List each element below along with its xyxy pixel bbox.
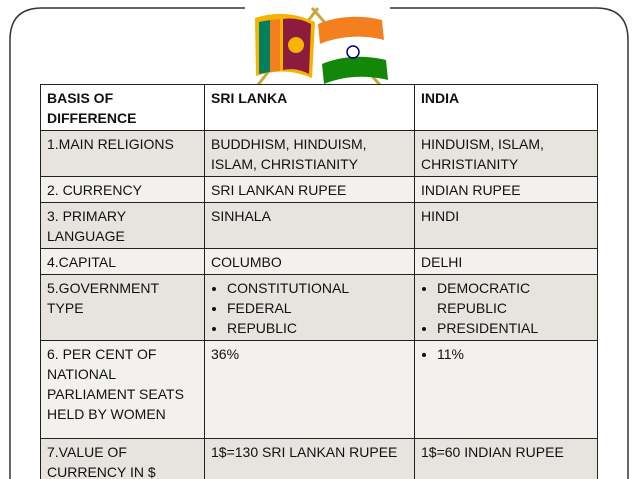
cell-text: SINHALA — [211, 208, 271, 224]
cell-text: DELHI — [421, 254, 463, 270]
table-cell: SRI LANKAN RUPEE — [204, 176, 415, 203]
table-cell: HINDUISM, ISLAM, CHRISTIANITY — [414, 130, 598, 177]
bullet-item: REPUBLIC — [227, 318, 408, 338]
header-row: BASIS OF DIFFERENCE SRI LANKA INDIA — [40, 84, 598, 131]
cell-text: 4.CAPITAL — [47, 254, 116, 270]
table-cell: 36% — [204, 340, 415, 439]
table-cell: 3. PRIMARY LANGUAGE — [40, 202, 205, 249]
cell-text: HINDUISM, ISLAM, CHRISTIANITY — [421, 136, 544, 172]
cell-text: 3. PRIMARY LANGUAGE — [47, 208, 126, 244]
header-text: SRI LANKA — [211, 90, 288, 106]
table-cell: 6. PER CENT OF NATIONAL PARLIAMENT SEATS… — [40, 340, 205, 439]
comparison-table: BASIS OF DIFFERENCE SRI LANKA INDIA 1.MAIN … — [40, 84, 598, 479]
bullet-list: CONSTITUTIONALFEDERALREPUBLIC — [211, 278, 408, 338]
table-cell: 1$=60 INDIAN RUPEE — [414, 438, 598, 479]
bullet-item: FEDERAL — [227, 298, 408, 318]
cell-text: HINDI — [421, 208, 460, 224]
table-row: 3. PRIMARY LANGUAGE SINHALA HINDI — [40, 202, 598, 249]
cell-text: BUDDHISM, HINDUISM, ISLAM, CHRISTIANITY — [211, 136, 367, 172]
header-cell: SRI LANKA — [204, 84, 415, 131]
table-cell: SINHALA — [204, 202, 415, 249]
table-row: 5.GOVERNMENT TYPE CONSTITUTIONALFEDERALRE… — [40, 274, 598, 341]
header-cell: BASIS OF DIFFERENCE — [40, 84, 205, 131]
bullet-item: CONSTITUTIONAL — [227, 278, 408, 298]
table-cell: 4.CAPITAL — [40, 248, 205, 275]
table-cell: HINDI — [414, 202, 598, 249]
table-cell: 1.MAIN RELIGIONS — [40, 130, 205, 177]
header-cell: INDIA — [414, 84, 598, 131]
table-cell: BUDDHISM, HINDUISM, ISLAM, CHRISTIANITY — [204, 130, 415, 177]
table-row: 4.CAPITAL COLUMBO DELHI — [40, 248, 598, 275]
table-cell: 11% — [414, 340, 598, 439]
table-row: 1.MAIN RELIGIONS BUDDHISM, HINDUISM, ISLA… — [40, 130, 598, 177]
table-cell: 2. CURRENCY — [40, 176, 205, 203]
bullet-list: DEMOCRATIC REPUBLICPRESIDENTIAL — [421, 278, 591, 338]
bullet-item: 11% — [437, 344, 591, 364]
table-cell: 7.VALUE OF CURRENCY IN $ — [40, 438, 205, 479]
table-cell: 5.GOVERNMENT TYPE — [40, 274, 205, 341]
cell-text: COLUMBO — [211, 254, 282, 270]
cell-text: SRI LANKAN RUPEE — [211, 182, 347, 198]
table-cell: DEMOCRATIC REPUBLICPRESIDENTIAL — [414, 274, 598, 341]
cell-text: 36% — [211, 346, 240, 362]
cell-text: 1.MAIN RELIGIONS — [47, 136, 174, 152]
flags — [255, 7, 388, 86]
header-text: BASIS OF DIFFERENCE — [47, 90, 137, 126]
cell-text: 1$=130 SRI LANKAN RUPEE — [211, 444, 398, 460]
table-cell: 1$=130 SRI LANKAN RUPEE — [204, 438, 415, 479]
table-cell: COLUMBO — [204, 248, 415, 275]
table-row: 7.VALUE OF CURRENCY IN $ 1$=130 SRI LANKA… — [40, 438, 598, 479]
table-row: 2. CURRENCY SRI LANKAN RUPEE INDIAN RUPEE — [40, 176, 598, 203]
cell-text: 6. PER CENT OF NATIONAL PARLIAMENT SEATS… — [47, 346, 184, 422]
table-cell: INDIAN RUPEE — [414, 176, 598, 203]
cell-text: 1$=60 INDIAN RUPEE — [421, 444, 564, 460]
table-row: 6. PER CENT OF NATIONAL PARLIAMENT SEATS… — [40, 340, 598, 439]
bullet-item: PRESIDENTIAL — [437, 318, 591, 338]
bullet-list: 11% — [421, 344, 591, 364]
cell-text: 5.GOVERNMENT TYPE — [47, 280, 159, 316]
cell-text: 2. CURRENCY — [47, 182, 142, 198]
header-text: INDIA — [421, 90, 460, 106]
cell-text: 7.VALUE OF CURRENCY IN $ — [47, 444, 156, 479]
cell-text: INDIAN RUPEE — [421, 182, 521, 198]
table-cell: DELHI — [414, 248, 598, 275]
table-cell: CONSTITUTIONALFEDERALREPUBLIC — [204, 274, 415, 341]
bullet-item: DEMOCRATIC REPUBLIC — [437, 278, 591, 318]
